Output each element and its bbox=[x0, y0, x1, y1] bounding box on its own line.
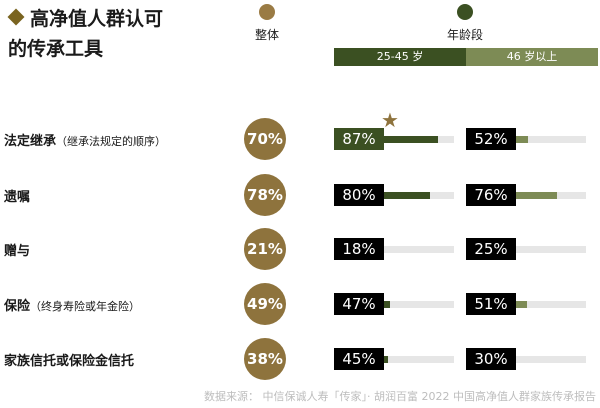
value-label: 25% bbox=[466, 238, 516, 260]
value-label: 47% bbox=[334, 293, 384, 315]
category-name: 保险 bbox=[4, 299, 31, 314]
overall-value-circle: 21% bbox=[244, 228, 286, 270]
age-group-25-45: 25-45 岁 bbox=[334, 48, 466, 66]
star-icon: ★ bbox=[381, 108, 399, 132]
legend-age-dot bbox=[457, 4, 473, 20]
title-line-1: 高净值人群认可 bbox=[30, 8, 164, 30]
title-line-2: 的传承工具 bbox=[8, 38, 104, 60]
value-label: 18% bbox=[334, 238, 384, 260]
bar-track bbox=[334, 246, 454, 253]
category-note: （继承法规定的顺序） bbox=[56, 135, 167, 148]
legend-overall-label: 整体 bbox=[254, 28, 279, 42]
category-name: 法定继承 bbox=[4, 134, 57, 149]
age-group-46-plus: 46 岁以上 bbox=[466, 48, 598, 66]
bar-track bbox=[334, 301, 454, 308]
diamond-icon bbox=[7, 8, 25, 26]
page-title: 高净值人群认可 的传承工具 bbox=[6, 4, 163, 64]
bar-track bbox=[466, 246, 586, 253]
category-name: 遗嘱 bbox=[4, 190, 31, 205]
row-label: 遗嘱 bbox=[4, 186, 30, 205]
bar-fill bbox=[334, 136, 439, 143]
value-label: 87% bbox=[334, 128, 384, 150]
legend-overall-dot bbox=[259, 4, 275, 20]
age-group-header: 25-45 岁 46 岁以上 bbox=[334, 48, 598, 66]
category-note: （终身寿险或年金险） bbox=[30, 300, 141, 313]
row-label: 保险（终身寿险或年金险） bbox=[4, 295, 140, 314]
overall-value-circle: 78% bbox=[244, 174, 286, 216]
overall-value-circle: 38% bbox=[244, 338, 286, 380]
overall-value-circle: 49% bbox=[244, 283, 286, 325]
value-label: 30% bbox=[466, 348, 516, 370]
value-label: 80% bbox=[334, 184, 384, 206]
value-label: 76% bbox=[466, 184, 516, 206]
bar-track bbox=[466, 356, 586, 363]
category-name: 家族信托或保险金信托 bbox=[4, 354, 135, 369]
category-name: 赠与 bbox=[4, 244, 31, 259]
value-label: 51% bbox=[466, 293, 516, 315]
row-label: 法定继承（继承法规定的顺序） bbox=[4, 130, 166, 149]
legend-age-label: 年龄段 bbox=[446, 28, 483, 42]
bar-track bbox=[334, 356, 454, 363]
row-label: 赠与 bbox=[4, 240, 30, 259]
row-label: 家族信托或保险金信托 bbox=[4, 350, 134, 369]
source-note: 数据来源： 中信保诚人寿「传家」· 胡润百富 2022 中国高净值人群家族传承报… bbox=[204, 390, 596, 403]
value-label: 52% bbox=[466, 128, 516, 150]
overall-value-circle: 70% bbox=[244, 118, 286, 160]
value-label: 45% bbox=[334, 348, 384, 370]
